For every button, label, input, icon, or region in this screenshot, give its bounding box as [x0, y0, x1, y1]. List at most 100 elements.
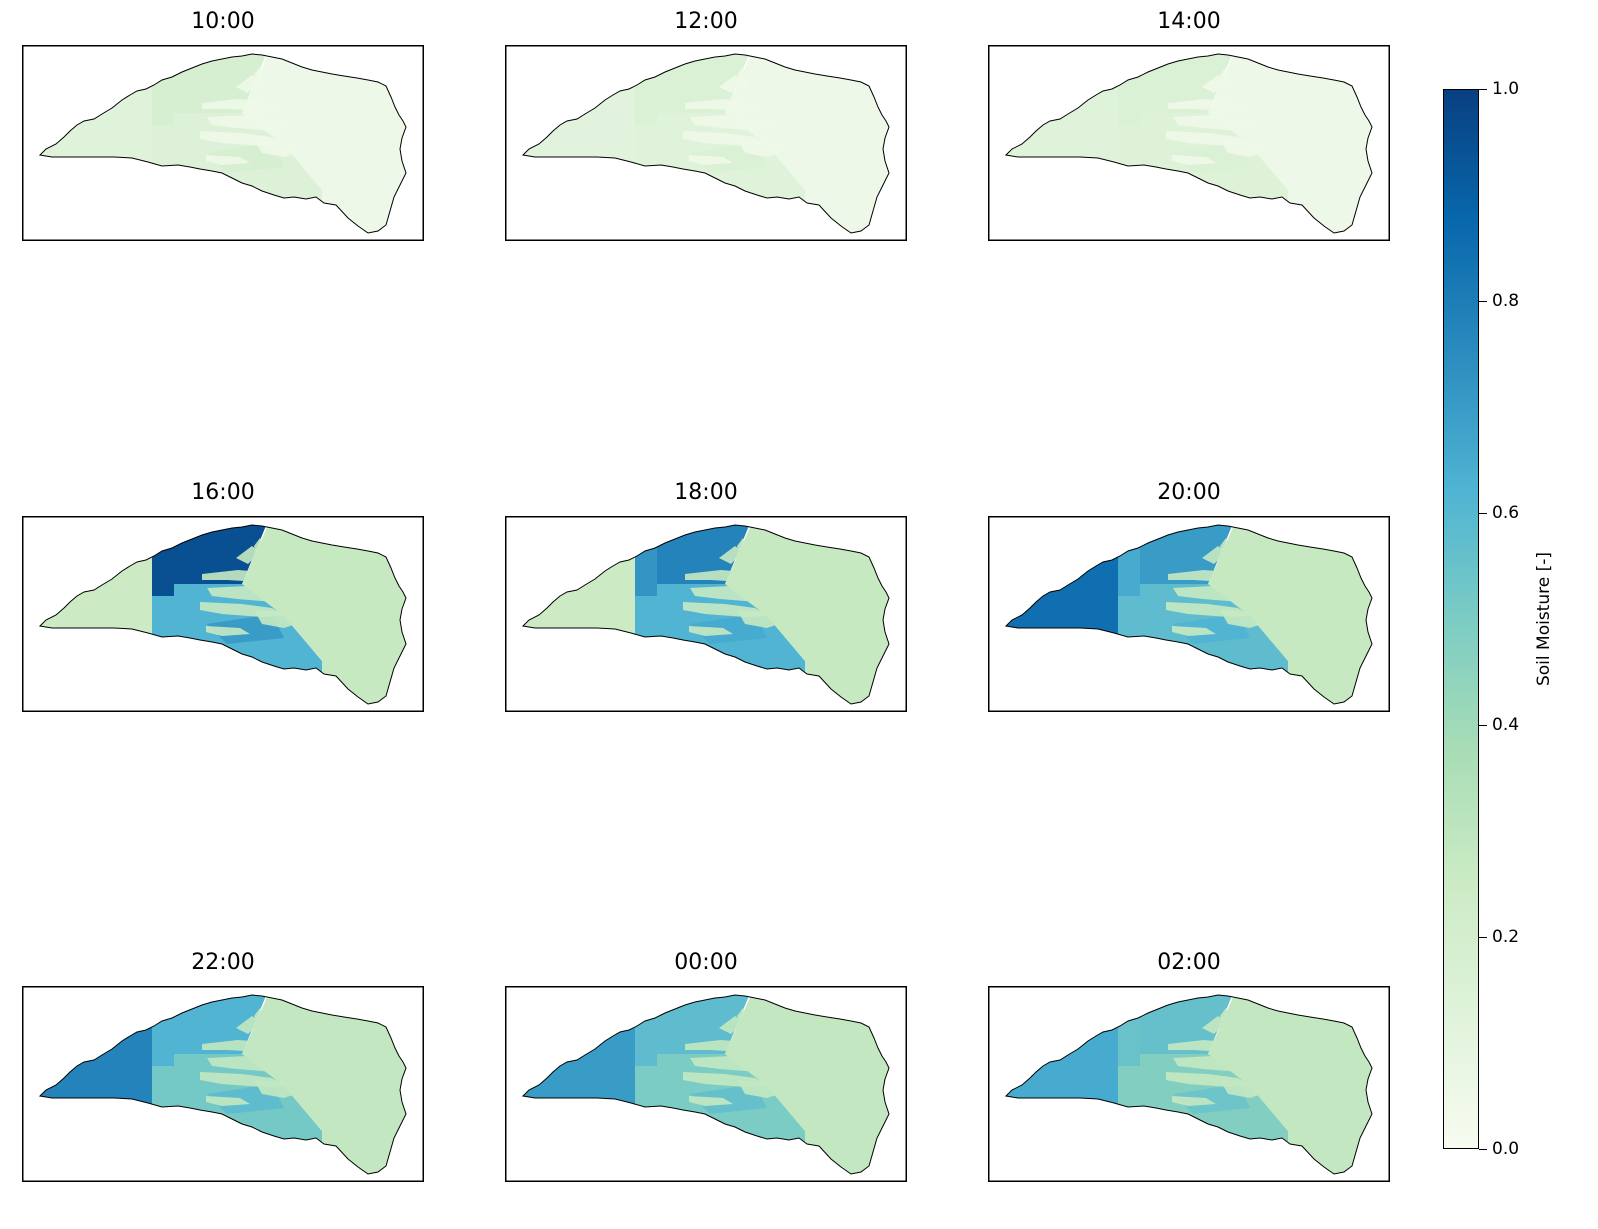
panel-title: 16:00 [191, 480, 255, 505]
moisture-zone-g [635, 546, 657, 596]
basin-map [22, 986, 424, 1182]
basin-map [22, 45, 424, 241]
drainage-channel [207, 115, 300, 131]
drainage-channel [236, 546, 260, 564]
colorbar-tick [1479, 301, 1487, 302]
drainage-channel [1173, 586, 1266, 602]
colorbar-tick-label: 0.8 [1492, 291, 1520, 311]
drainage-channel [207, 1056, 300, 1072]
basin-map [988, 45, 1390, 241]
map-panel: 02:00 [988, 950, 1390, 1182]
moisture-zone-f [242, 54, 406, 233]
drainage-channel [689, 155, 733, 165]
drainage-channel [202, 99, 284, 111]
basin-outline [38, 524, 407, 705]
drainage-channel [1202, 1016, 1226, 1034]
colorbar-tick-label: 0.0 [1492, 1139, 1520, 1159]
moisture-zone-g [1118, 546, 1140, 596]
drainage-channel [1220, 67, 1232, 91]
drainage-channel [236, 75, 260, 93]
basin-outline [38, 53, 407, 234]
drainage-channel [1220, 139, 1268, 157]
map-panel: 20:00 [988, 480, 1390, 712]
moisture-zone-g [152, 1016, 174, 1066]
moisture-zone-f [1208, 54, 1372, 233]
drainage-channel [1202, 546, 1226, 564]
basin-map [505, 516, 907, 712]
drainage-channel [719, 546, 743, 564]
panel-frame [22, 516, 424, 712]
colorbar-gradient [1443, 89, 1479, 1149]
drainage-channel [1168, 570, 1250, 582]
drainage-channel [254, 1008, 266, 1032]
panel-frame [988, 986, 1390, 1182]
moisture-zone-g [635, 75, 657, 125]
panel-frame [505, 516, 907, 712]
moisture-zone-g [635, 1016, 657, 1066]
basin-outline [1004, 524, 1373, 705]
panel-title: 14:00 [1157, 9, 1221, 34]
drainage-channel [737, 139, 785, 157]
panel-frame [22, 986, 424, 1182]
drainage-channel [719, 1016, 743, 1034]
basin-outline [1004, 53, 1373, 234]
drainage-channel [206, 155, 250, 165]
map-panel: 00:00 [505, 950, 907, 1182]
panel-frame [505, 986, 907, 1182]
drainage-channel [737, 538, 749, 562]
basin-outline [521, 53, 890, 234]
drainage-channel [737, 1080, 785, 1098]
colorbar-tick-label: 0.4 [1492, 715, 1520, 735]
moisture-zone-f [725, 995, 889, 1174]
drainage-channel [254, 538, 266, 562]
colorbar-tick-label: 1.0 [1492, 79, 1520, 99]
moisture-zone-f [242, 995, 406, 1174]
drainage-channel [685, 1040, 767, 1052]
basin-outline [38, 994, 407, 1175]
drainage-channel [254, 139, 302, 157]
basin-map [988, 986, 1390, 1182]
drainage-channel [1220, 538, 1232, 562]
panel-frame [505, 45, 907, 241]
drainage-channel [207, 586, 300, 602]
drainage-channel [1173, 115, 1266, 131]
panel-title: 02:00 [1157, 950, 1221, 975]
drainage-channel [1220, 1080, 1268, 1098]
moisture-zone-f [1208, 995, 1372, 1174]
drainage-channel [719, 75, 743, 93]
drainage-channel [1172, 1096, 1216, 1106]
panel-frame [988, 45, 1390, 241]
map-panel: 14:00 [988, 9, 1390, 241]
panel-title: 12:00 [674, 9, 738, 34]
drainage-channel [254, 610, 302, 628]
drainage-channel [1168, 99, 1250, 111]
moisture-zone-f [242, 525, 406, 704]
moisture-zone-g [152, 546, 174, 596]
drainage-channel [690, 586, 783, 602]
drainage-channel [206, 1096, 250, 1106]
drainage-channel [685, 99, 767, 111]
drainage-channel [1172, 155, 1216, 165]
basin-outline [521, 524, 890, 705]
basin-map [22, 516, 424, 712]
drainage-channel [690, 115, 783, 131]
moisture-zone-g [1118, 75, 1140, 125]
drainage-channel [206, 626, 250, 636]
drainage-channel [690, 1056, 783, 1072]
drainage-channel [1172, 626, 1216, 636]
colorbar-label: Soil Moisture [-] [1534, 551, 1554, 687]
drainage-channel [236, 1016, 260, 1034]
colorbar-tick [1479, 1149, 1487, 1150]
colorbar-tick-label: 0.2 [1492, 927, 1520, 947]
panel-frame [22, 45, 424, 241]
drainage-channel [1220, 1008, 1232, 1032]
moisture-zone-f [725, 525, 889, 704]
drainage-channel [689, 1096, 733, 1106]
panel-title: 20:00 [1157, 480, 1221, 505]
drainage-channel [737, 1008, 749, 1032]
panel-frame [988, 516, 1390, 712]
drainage-channel [202, 570, 284, 582]
basin-outline [1004, 994, 1373, 1175]
basin-outline [521, 994, 890, 1175]
basin-map [505, 986, 907, 1182]
